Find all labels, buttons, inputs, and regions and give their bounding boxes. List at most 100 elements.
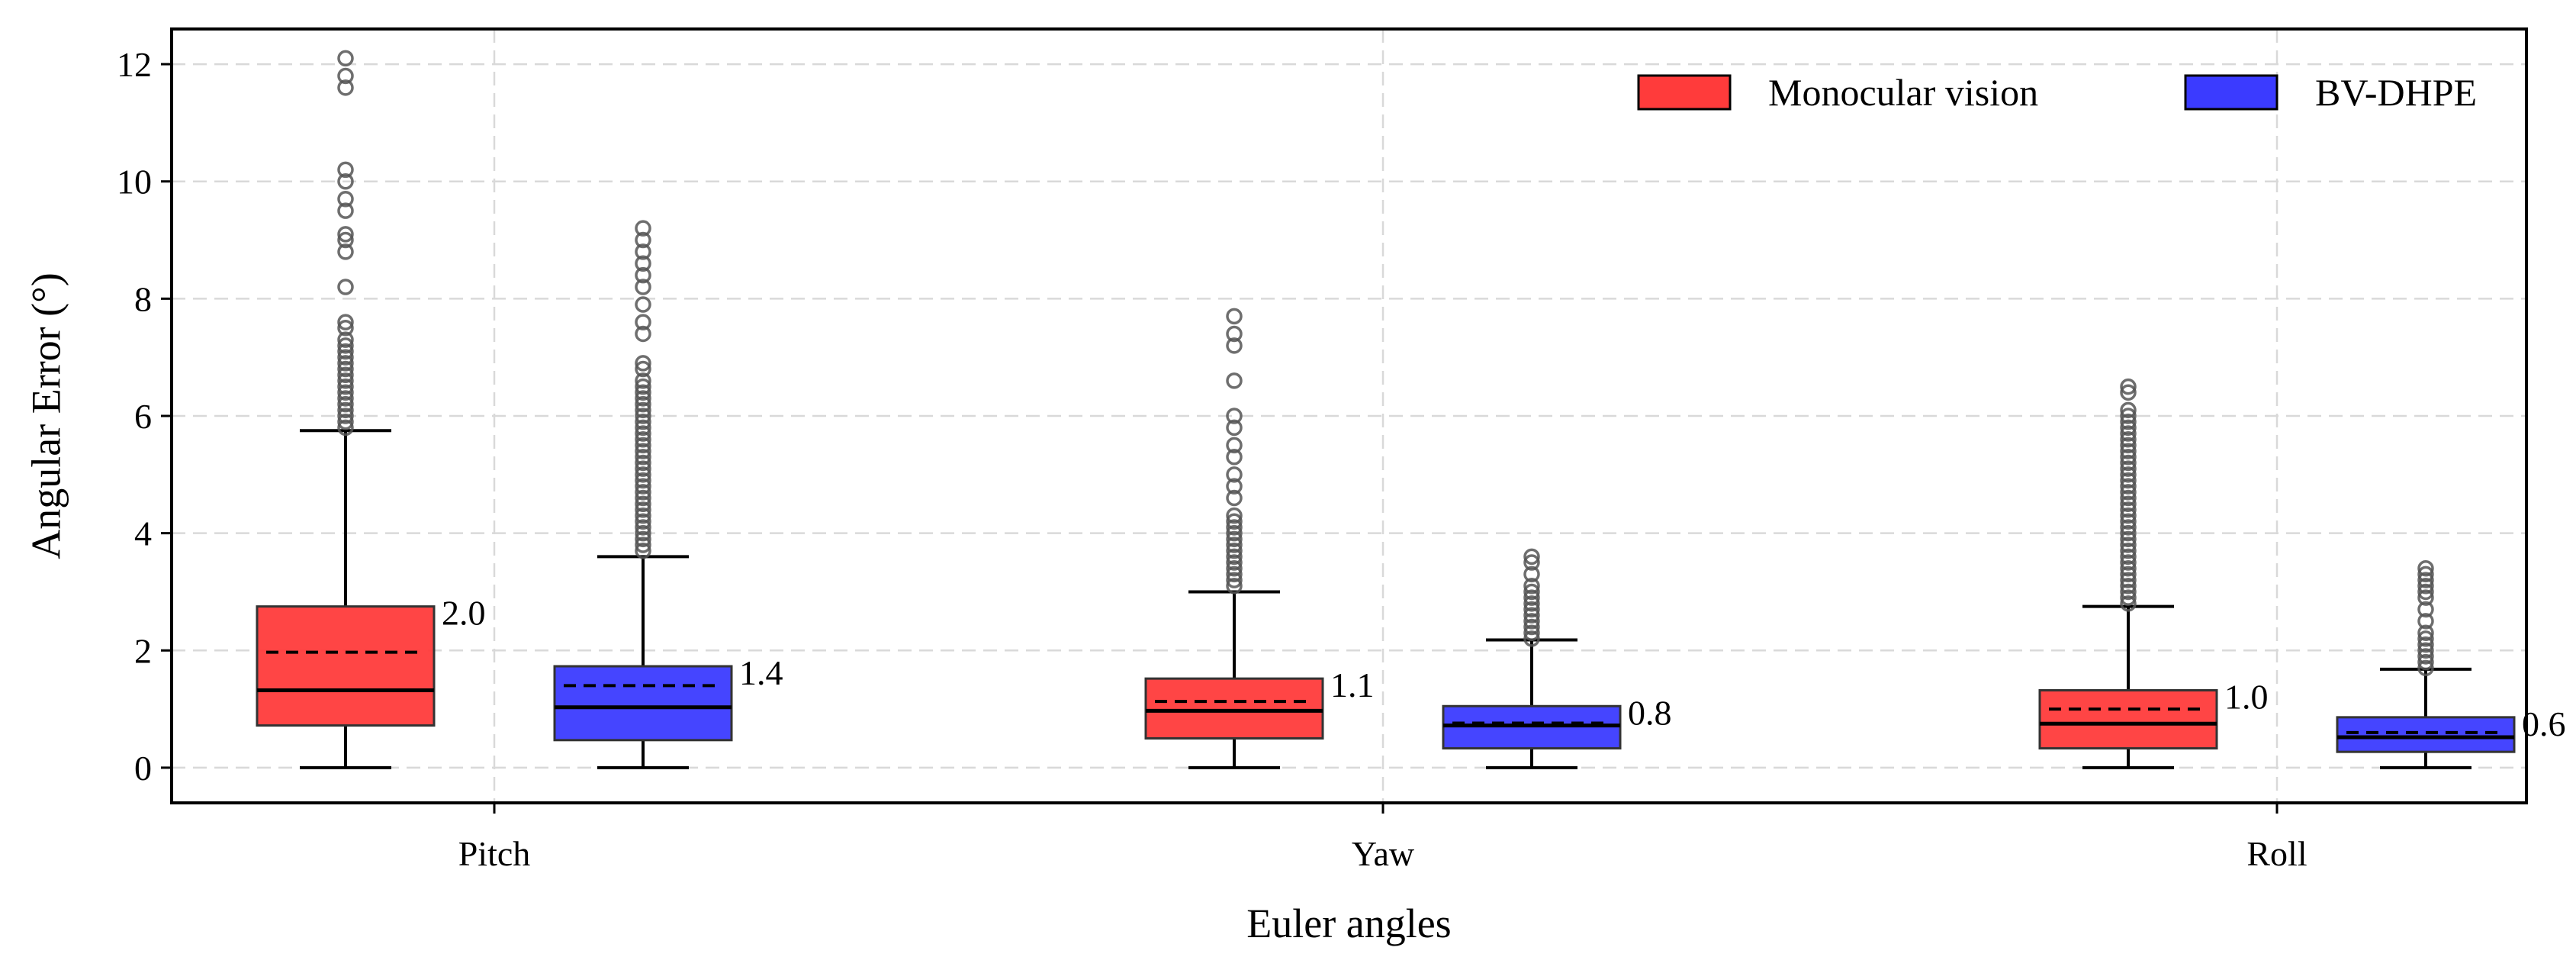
- outlier-point: [635, 530, 651, 548]
- outlier-point: [2120, 449, 2137, 466]
- outlier-point: [2120, 572, 2137, 588]
- outlier-point: [2417, 630, 2434, 647]
- outlier-point: [635, 384, 651, 401]
- legend-swatch: [2184, 74, 2279, 111]
- outlier-point: [635, 266, 651, 284]
- outlier-point: [635, 419, 651, 437]
- y-tick-label: 8: [134, 279, 152, 318]
- outlier-point: [635, 390, 651, 407]
- outlier-point: [635, 425, 651, 442]
- outlier-point: [635, 489, 651, 507]
- outlier-point: [1523, 583, 1540, 601]
- outlier-point: [2120, 466, 2137, 483]
- outlier-point: [1523, 595, 1540, 612]
- box-layer: 2.0 1.1 1.0 1.4 0.8 0.6: [256, 50, 2566, 769]
- outlier-point: [2120, 472, 2137, 489]
- outlier-point: [635, 413, 651, 430]
- outlier-point: [337, 390, 354, 407]
- outlier-point: [635, 401, 651, 419]
- outlier-point: [635, 519, 651, 536]
- outlier-point: [2120, 548, 2137, 566]
- outlier-point: [2120, 401, 2137, 419]
- outlier-point: [1523, 589, 1540, 606]
- mean-label: 1.4: [739, 653, 783, 692]
- outlier-point: [635, 542, 651, 559]
- outlier-point: [2120, 583, 2137, 601]
- outlier-point: [337, 79, 354, 96]
- outlier-point: [2417, 566, 2434, 583]
- outlier-point: [1226, 449, 1243, 466]
- outlier-point: [635, 472, 651, 489]
- outlier-point: [337, 384, 354, 401]
- outlier-point: [2120, 484, 2137, 501]
- outlier-point: [1226, 572, 1243, 588]
- box-group: 1.4: [553, 220, 783, 769]
- outlier-point: [1523, 624, 1540, 641]
- y-tick-label: 10: [117, 163, 152, 201]
- outlier-point: [337, 395, 354, 413]
- outlier-point: [1226, 419, 1243, 437]
- y-axis-title: Angular Error (°): [23, 272, 69, 559]
- box-body: [553, 665, 733, 742]
- outlier-point: [337, 202, 354, 219]
- x-tick-label: Yaw: [1352, 834, 1415, 873]
- x-tick-label: Roll: [2246, 834, 2307, 873]
- outlier-point: [1226, 325, 1243, 343]
- outlier-point: [337, 279, 354, 295]
- x-axis-title: Euler angles: [1246, 901, 1451, 946]
- outlier-point: [635, 495, 651, 512]
- outlier-point: [2417, 659, 2434, 677]
- outlier-point: [635, 501, 651, 518]
- box-group: 1.0: [2038, 378, 2269, 769]
- legend-label: BV-DHPE: [2315, 71, 2477, 114]
- outlier-point: [337, 413, 354, 430]
- outlier-point: [337, 355, 354, 372]
- outlier-point: [337, 337, 354, 354]
- outlier-point: [2120, 595, 2137, 612]
- outlier-point: [1226, 337, 1243, 354]
- outlier-point: [635, 255, 651, 272]
- outlier-point: [635, 220, 651, 237]
- x-tick-label: Pitch: [458, 834, 531, 873]
- outlier-point: [1226, 308, 1243, 325]
- outlier-point: [635, 454, 651, 472]
- y-tick-label: 2: [134, 631, 152, 670]
- outlier-point: [635, 395, 651, 413]
- outlier-point: [2120, 378, 2137, 395]
- box-body: [2336, 716, 2516, 753]
- outlier-point: [2120, 566, 2137, 583]
- box-group: 1.1: [1144, 308, 1375, 769]
- outlier-point: [1523, 548, 1540, 566]
- box-body: [2038, 689, 2218, 750]
- outlier-point: [2120, 425, 2137, 442]
- outlier-point: [2120, 501, 2137, 518]
- outlier-point: [2120, 460, 2137, 477]
- outlier-point: [2417, 589, 2434, 606]
- outlier-point: [337, 378, 354, 395]
- box-group: 0.8: [1442, 548, 1672, 769]
- outlier-point: [635, 484, 651, 501]
- outlier-point: [635, 524, 651, 542]
- outlier-point: [1523, 613, 1540, 630]
- outlier-point: [1226, 554, 1243, 571]
- outlier-point: [337, 401, 354, 419]
- y-tick-label: 6: [134, 397, 152, 436]
- outlier-point: [337, 67, 354, 85]
- outlier-point: [1226, 507, 1243, 524]
- outlier-point: [635, 507, 651, 524]
- outlier-point: [635, 430, 651, 448]
- outlier-point: [635, 466, 651, 483]
- outlier-point: [2120, 408, 2137, 424]
- outlier-point: [2120, 513, 2137, 530]
- outlier-point: [2120, 437, 2137, 454]
- box-body: [256, 605, 436, 727]
- outlier-point: [2120, 589, 2137, 606]
- outlier-point: [635, 513, 651, 530]
- outlier-point: [2417, 578, 2434, 595]
- outlier-point: [2417, 613, 2434, 630]
- outlier-point: [1226, 566, 1243, 583]
- outlier-point: [337, 349, 354, 366]
- outlier-point: [337, 343, 354, 360]
- outlier-point: [2120, 443, 2137, 459]
